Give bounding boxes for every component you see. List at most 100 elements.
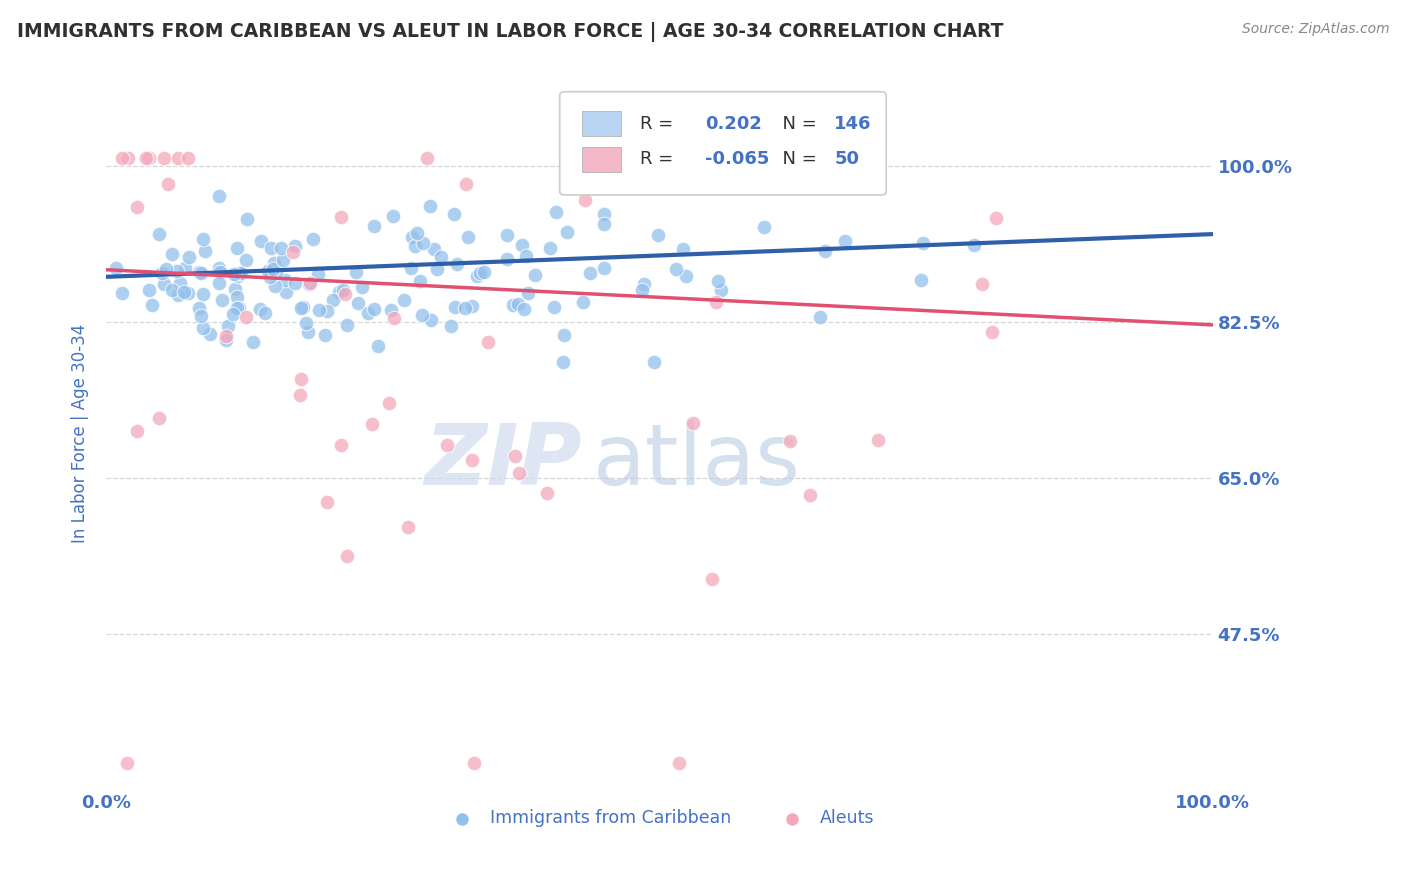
Point bbox=[347, 296, 370, 310]
Point bbox=[972, 277, 994, 292]
Point bbox=[117, 151, 139, 165]
Point bbox=[814, 244, 837, 258]
Point bbox=[190, 310, 212, 324]
Point bbox=[104, 260, 127, 275]
Point bbox=[910, 273, 932, 287]
Point bbox=[187, 265, 209, 279]
Point bbox=[115, 756, 138, 770]
Text: 146: 146 bbox=[834, 115, 872, 133]
Text: -0.065: -0.065 bbox=[704, 151, 769, 169]
Point bbox=[799, 488, 821, 502]
Point bbox=[506, 297, 529, 311]
Point bbox=[350, 280, 373, 294]
Point bbox=[665, 262, 688, 277]
Point bbox=[912, 235, 935, 250]
Point bbox=[336, 318, 359, 332]
Point bbox=[297, 326, 319, 340]
Point bbox=[461, 452, 484, 467]
Point bbox=[250, 234, 273, 248]
Point bbox=[834, 234, 856, 248]
Point bbox=[155, 261, 177, 276]
Point bbox=[454, 301, 477, 315]
Point bbox=[299, 276, 322, 290]
Point bbox=[700, 572, 723, 586]
Point bbox=[392, 293, 415, 307]
Point bbox=[962, 237, 984, 252]
Point bbox=[675, 269, 697, 284]
Point bbox=[446, 257, 468, 271]
Point bbox=[315, 304, 337, 318]
Point bbox=[772, 151, 794, 165]
Bar bbox=[582, 112, 620, 136]
Point bbox=[264, 279, 287, 293]
Legend: Immigrants from Caribbean, Aleuts: Immigrants from Caribbean, Aleuts bbox=[437, 803, 882, 834]
Point bbox=[852, 151, 875, 165]
Point bbox=[290, 372, 312, 386]
Point bbox=[536, 486, 558, 500]
Point bbox=[169, 276, 191, 290]
Point bbox=[110, 285, 132, 300]
Point bbox=[211, 293, 233, 307]
Point bbox=[214, 329, 236, 343]
Point bbox=[984, 211, 1007, 225]
Point bbox=[647, 227, 669, 242]
Point bbox=[141, 298, 163, 312]
Point bbox=[357, 306, 380, 320]
Point bbox=[263, 262, 285, 277]
Point bbox=[419, 199, 441, 213]
Point bbox=[215, 333, 238, 347]
Point bbox=[378, 396, 401, 410]
Point bbox=[173, 261, 195, 276]
Point bbox=[263, 256, 285, 270]
Point bbox=[510, 238, 533, 252]
Point bbox=[315, 328, 337, 343]
Point bbox=[110, 151, 132, 165]
Point bbox=[167, 151, 190, 165]
Point bbox=[404, 238, 426, 252]
Point bbox=[443, 301, 465, 315]
Point bbox=[264, 266, 287, 280]
Point bbox=[472, 265, 495, 279]
Text: N =: N = bbox=[770, 151, 823, 169]
Point bbox=[138, 283, 160, 297]
Point bbox=[315, 495, 337, 509]
Point bbox=[336, 549, 359, 564]
Point bbox=[517, 286, 540, 301]
Point bbox=[295, 316, 318, 330]
Point bbox=[671, 242, 693, 256]
Point bbox=[631, 283, 654, 297]
Point bbox=[406, 227, 429, 241]
Text: atlas: atlas bbox=[593, 420, 801, 503]
Point bbox=[222, 267, 245, 281]
Point bbox=[308, 303, 330, 318]
Point bbox=[496, 252, 519, 266]
Point bbox=[228, 266, 250, 280]
Point bbox=[361, 417, 384, 431]
Text: R =: R = bbox=[641, 115, 679, 133]
Point bbox=[208, 261, 231, 276]
Point bbox=[363, 219, 385, 233]
Point bbox=[257, 264, 280, 278]
Point bbox=[752, 219, 775, 234]
Point bbox=[177, 250, 200, 264]
Point bbox=[543, 300, 565, 314]
Point bbox=[260, 241, 283, 255]
Point bbox=[208, 277, 231, 291]
Point bbox=[177, 151, 200, 165]
Point bbox=[167, 287, 190, 301]
Point bbox=[463, 756, 485, 770]
Point bbox=[396, 520, 419, 534]
Point bbox=[436, 438, 458, 452]
Point bbox=[367, 339, 389, 353]
Point bbox=[496, 228, 519, 243]
Point bbox=[191, 232, 214, 246]
Point bbox=[363, 302, 385, 317]
Point bbox=[593, 217, 616, 231]
Point bbox=[382, 209, 405, 223]
Point bbox=[292, 301, 315, 315]
Point bbox=[412, 235, 434, 250]
Point bbox=[704, 295, 727, 310]
Point bbox=[157, 178, 180, 192]
Point bbox=[643, 355, 665, 369]
Point bbox=[160, 283, 183, 297]
